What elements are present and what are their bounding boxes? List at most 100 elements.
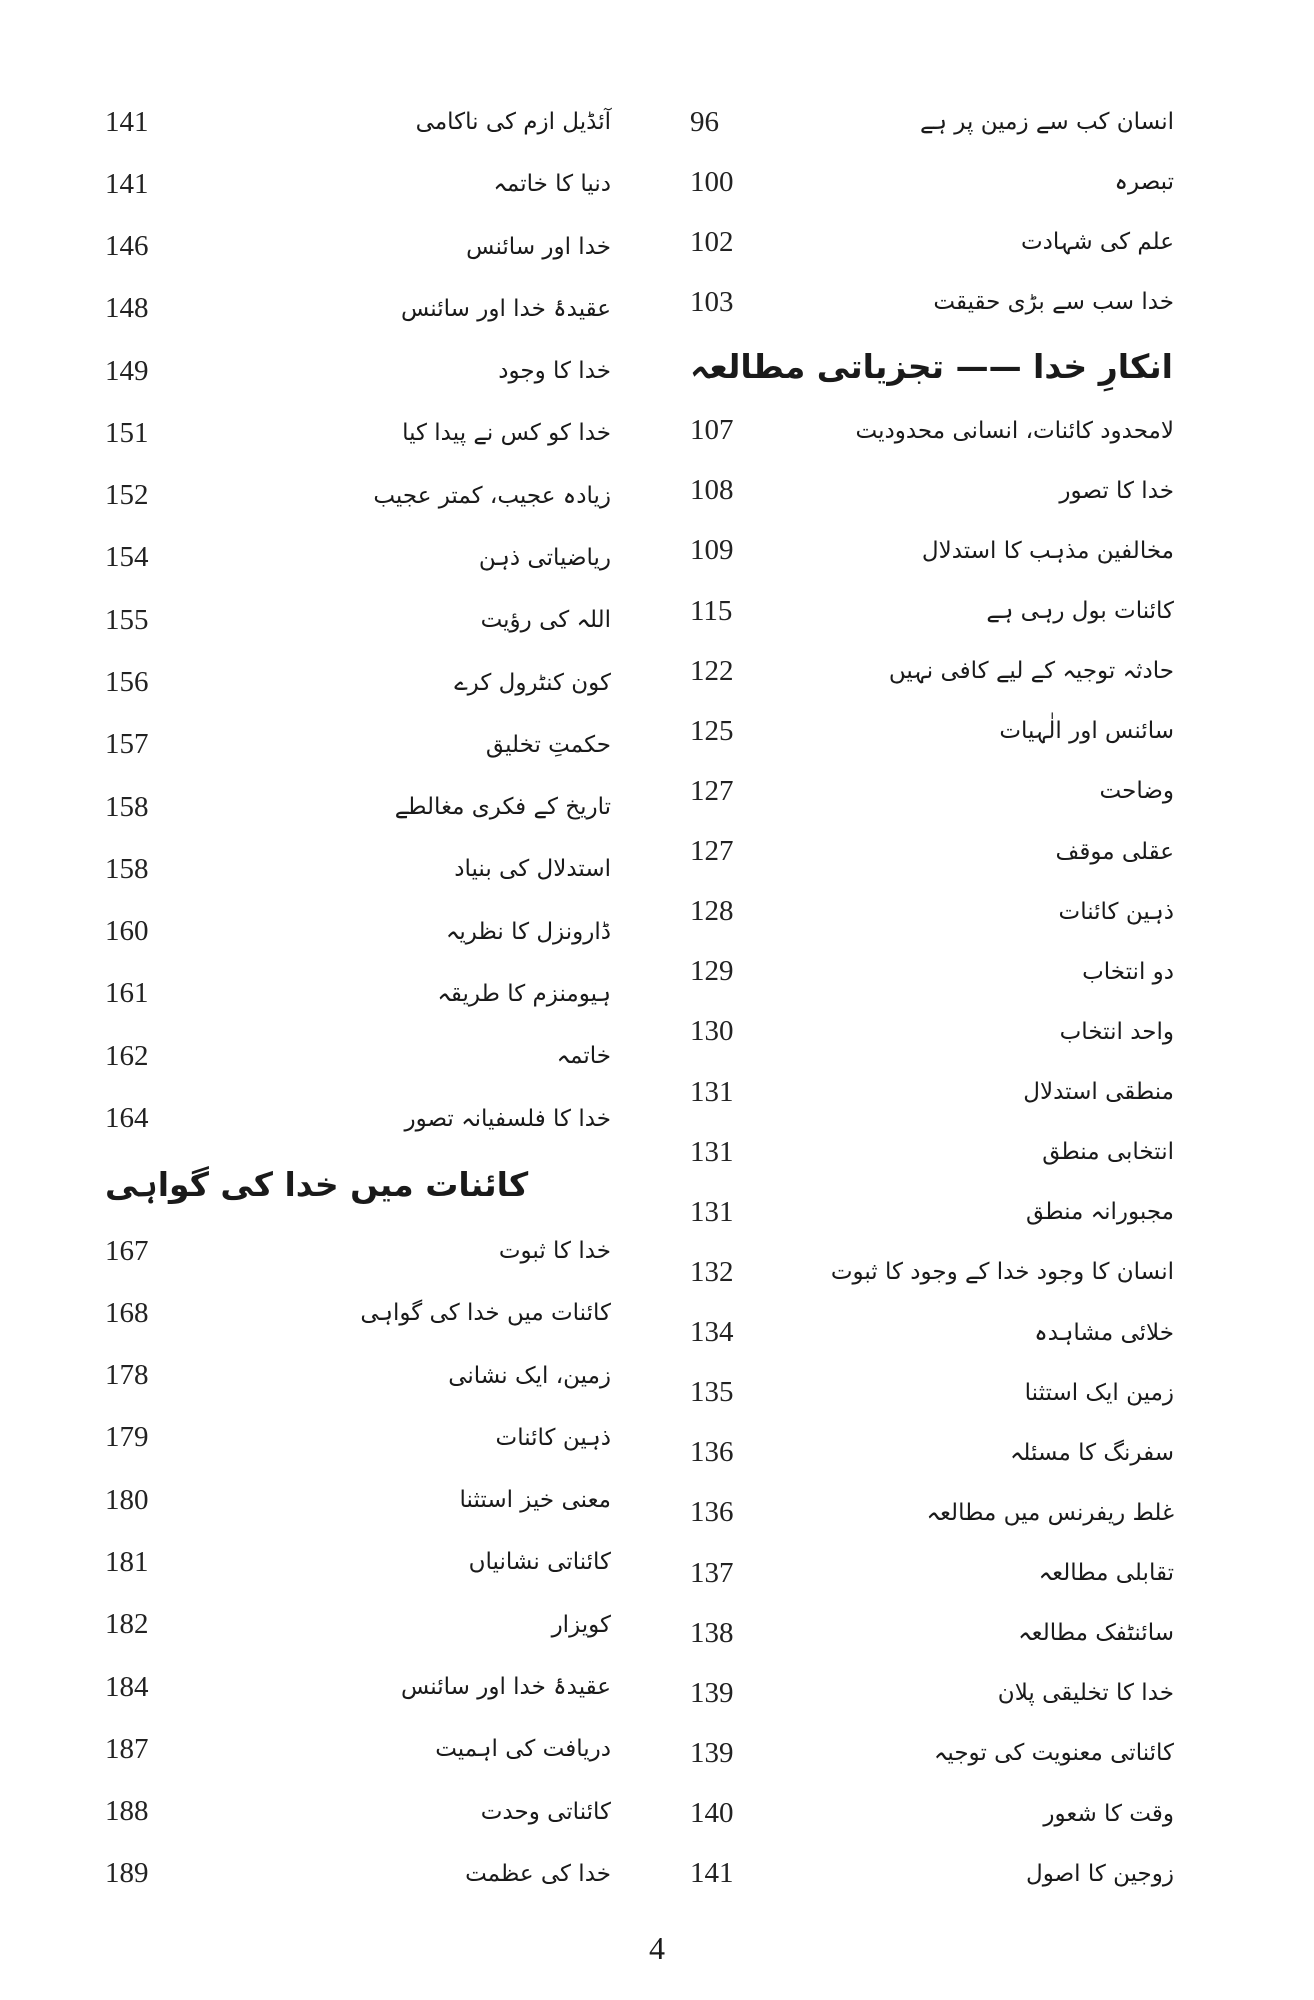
toc-page-number: 178 [105, 1359, 149, 1392]
toc-entry-title: خلائی مشاہدہ [1034, 1319, 1174, 1346]
toc-page-number: 168 [105, 1296, 149, 1329]
toc-page-number: 158 [105, 852, 149, 885]
toc-page-number: 108 [690, 474, 734, 507]
toc-entry: 108 خدا کا تصور [690, 467, 1188, 515]
toc-entry: 127 وضاحت [690, 767, 1188, 815]
toc-page-number: 152 [105, 479, 149, 512]
toc-page-number: 100 [690, 165, 734, 198]
toc-entry-title: زمین ایک استثنا [1024, 1379, 1174, 1406]
toc-page-number: 127 [690, 774, 734, 807]
toc-page-number: 161 [105, 977, 149, 1010]
toc-page-number: 140 [690, 1797, 734, 1829]
toc-entry-title: زیادہ عجیب، کمتر عجیب [373, 482, 611, 509]
toc-page-number: 167 [105, 1234, 149, 1267]
toc-page-number: 141 [690, 1857, 734, 1890]
toc-page-number: 139 [690, 1676, 734, 1709]
toc-entry-title: ذہین کائنات [495, 1424, 611, 1451]
toc-entry-title: زمین، ایک نشانی [448, 1362, 611, 1389]
toc-entry-title: خدا کا فلسفیانہ تصور [404, 1105, 612, 1132]
toc-page-number: 189 [105, 1857, 149, 1890]
toc-entry-title: عقیدۂ خدا اور سائنس [400, 1674, 611, 1701]
toc-entry-title: خدا اور سائنس [466, 233, 611, 260]
toc-page-number: 179 [105, 1421, 149, 1454]
toc-page-number: 103 [690, 285, 734, 318]
toc-entry: 107 لامحدود کائنات، انسانی محدودیت [690, 407, 1188, 455]
toc-entry-title: لامحدود کائنات، انسانی محدودیت [855, 417, 1175, 444]
toc-entry: 132 انسان کا وجود خدا کے وجود کا ثبوت [690, 1248, 1188, 1296]
toc-page-number: 141 [105, 167, 149, 200]
toc-entry: 141 آئڈیل ازم کی ناکامی [105, 98, 625, 146]
toc-entry-title: سفرنگ کا مسئلہ [1009, 1439, 1174, 1466]
toc-entry: 131 منطقی استدلال [690, 1068, 1188, 1116]
toc-entry: 135 زمین ایک استثنا [690, 1369, 1188, 1417]
toc-entry: 136 غلط ریفرنس میں مطالعہ [690, 1489, 1188, 1537]
toc-entry-title: حکمتِ تخلیق [485, 731, 611, 758]
toc-entry: 160 ڈارونزل کا نظریہ [105, 908, 625, 956]
toc-entry: 109 مخالفین مذہب کا استدلال [690, 527, 1188, 575]
toc-page-number: 137 [690, 1556, 734, 1589]
toc-entry-title: خدا کی عظمت [465, 1860, 611, 1887]
toc-entry-title: عقیدۂ خدا اور سائنس [400, 295, 611, 322]
toc-page-number: 131 [690, 1195, 734, 1228]
toc-page-number: 182 [105, 1608, 149, 1641]
toc-entry: 96 انسان کب سے زمین پر ہے [690, 98, 1188, 146]
toc-entry-title: انتخابی منطق [1042, 1139, 1174, 1166]
toc-page-number: 109 [690, 534, 734, 567]
toc-entry: 141 زوجین کا اصول [690, 1850, 1188, 1898]
toc-entry: 127 عقلی موقف [690, 828, 1188, 876]
toc-entry-title: انسان کب سے زمین پر ہے [920, 109, 1174, 135]
toc-entry: 103 خدا سب سے بڑی حقیقت [690, 278, 1188, 326]
toc-page-number: 128 [690, 895, 734, 928]
toc-page-number: 148 [105, 292, 149, 325]
toc-entry-title: خدا کا وجود [498, 358, 611, 385]
toc-entry: 102 علم کی شہادت [690, 218, 1188, 266]
toc-page-number: 151 [105, 416, 149, 449]
toc-entry-title: تقابلی مطالعہ [1038, 1560, 1174, 1586]
toc-entry: 139 خدا کا تخلیقی پلان [690, 1669, 1188, 1717]
toc-entry: 164 خدا کا فلسفیانہ تصور [105, 1095, 625, 1143]
toc-page-number: 136 [690, 1496, 734, 1529]
toc-page-number: 134 [690, 1316, 734, 1348]
toc-entry: 137 تقابلی مطالعہ [690, 1549, 1188, 1597]
toc-entry: 157 حکمتِ تخلیق [105, 721, 625, 769]
toc-page-number: 154 [105, 541, 149, 574]
toc-entry-title: خاتمہ [556, 1043, 611, 1070]
toc-entry: 156 کون کنٹرول کرے [105, 659, 625, 707]
toc-entry: 181 کائناتی نشانیاں [105, 1538, 625, 1586]
toc-page-number: 135 [690, 1376, 734, 1409]
toc-entry: 188 کائناتی وحدت [105, 1788, 625, 1836]
toc-entry-title: تبصرہ [1114, 169, 1174, 196]
toc-page-number: 156 [105, 666, 149, 699]
toc-entry: 179 ذہین کائنات [105, 1414, 625, 1462]
toc-entry: 128 ذہین کائنات [690, 888, 1188, 936]
toc-entry-title: مخالفین مذہب کا استدلال [921, 537, 1174, 564]
toc-page-number: 132 [690, 1255, 734, 1288]
toc-page-number: 129 [690, 955, 734, 988]
toc-entry: 155 اللہ کی رؤیت [105, 596, 625, 644]
toc-entry: 182 کویزار [105, 1601, 625, 1649]
toc-entry-title: خدا کا تخلیقی پلان [997, 1680, 1174, 1707]
toc-entry: 151 خدا کو کس نے پیدا کیا [105, 409, 625, 457]
toc-entry-title: خدا کا تصور [1059, 477, 1174, 504]
toc-entry: 139 کائناتی معنویت کی توجیہ [690, 1729, 1188, 1777]
toc-entry-title: کون کنٹرول کرے [454, 669, 611, 696]
toc-entry-title: عقلی موقف [1055, 838, 1174, 865]
toc-entry-title: کویزار [551, 1611, 611, 1638]
toc-entry: 115 کائنات بول رہی ہے [690, 587, 1188, 635]
toc-entry: 167 خدا کا ثبوت [105, 1227, 625, 1275]
toc-entry-title: کائناتی وحدت [480, 1798, 611, 1825]
toc-page-number: 107 [690, 414, 734, 447]
toc-entry: 138 سائنٹفک مطالعہ [690, 1609, 1188, 1657]
toc-entry-title: منطقی استدلال [1023, 1079, 1174, 1105]
toc-entry: 189 خدا کی عظمت [105, 1850, 625, 1898]
toc-entry-title: تاریخ کے فکری مغالطے [394, 794, 611, 821]
toc-entry-title: مجبورانہ منطق [1026, 1199, 1174, 1226]
toc-entry-title: حادثہ توجیہ کے لیے کافی نہیں [888, 658, 1174, 685]
toc-page-number: 102 [690, 225, 734, 258]
section-heading: انکارِ خدا —— تجزیاتی مطالعہ [690, 347, 1173, 386]
toc-entry: 158 استدلال کی بنیاد [105, 845, 625, 893]
toc-entry: 184 عقیدۂ خدا اور سائنس [105, 1663, 625, 1711]
toc-entry: 129 دو انتخاب [690, 948, 1188, 996]
toc-entry-title: کائناتی نشانیاں [468, 1549, 611, 1576]
toc-page-number: 136 [690, 1436, 734, 1469]
